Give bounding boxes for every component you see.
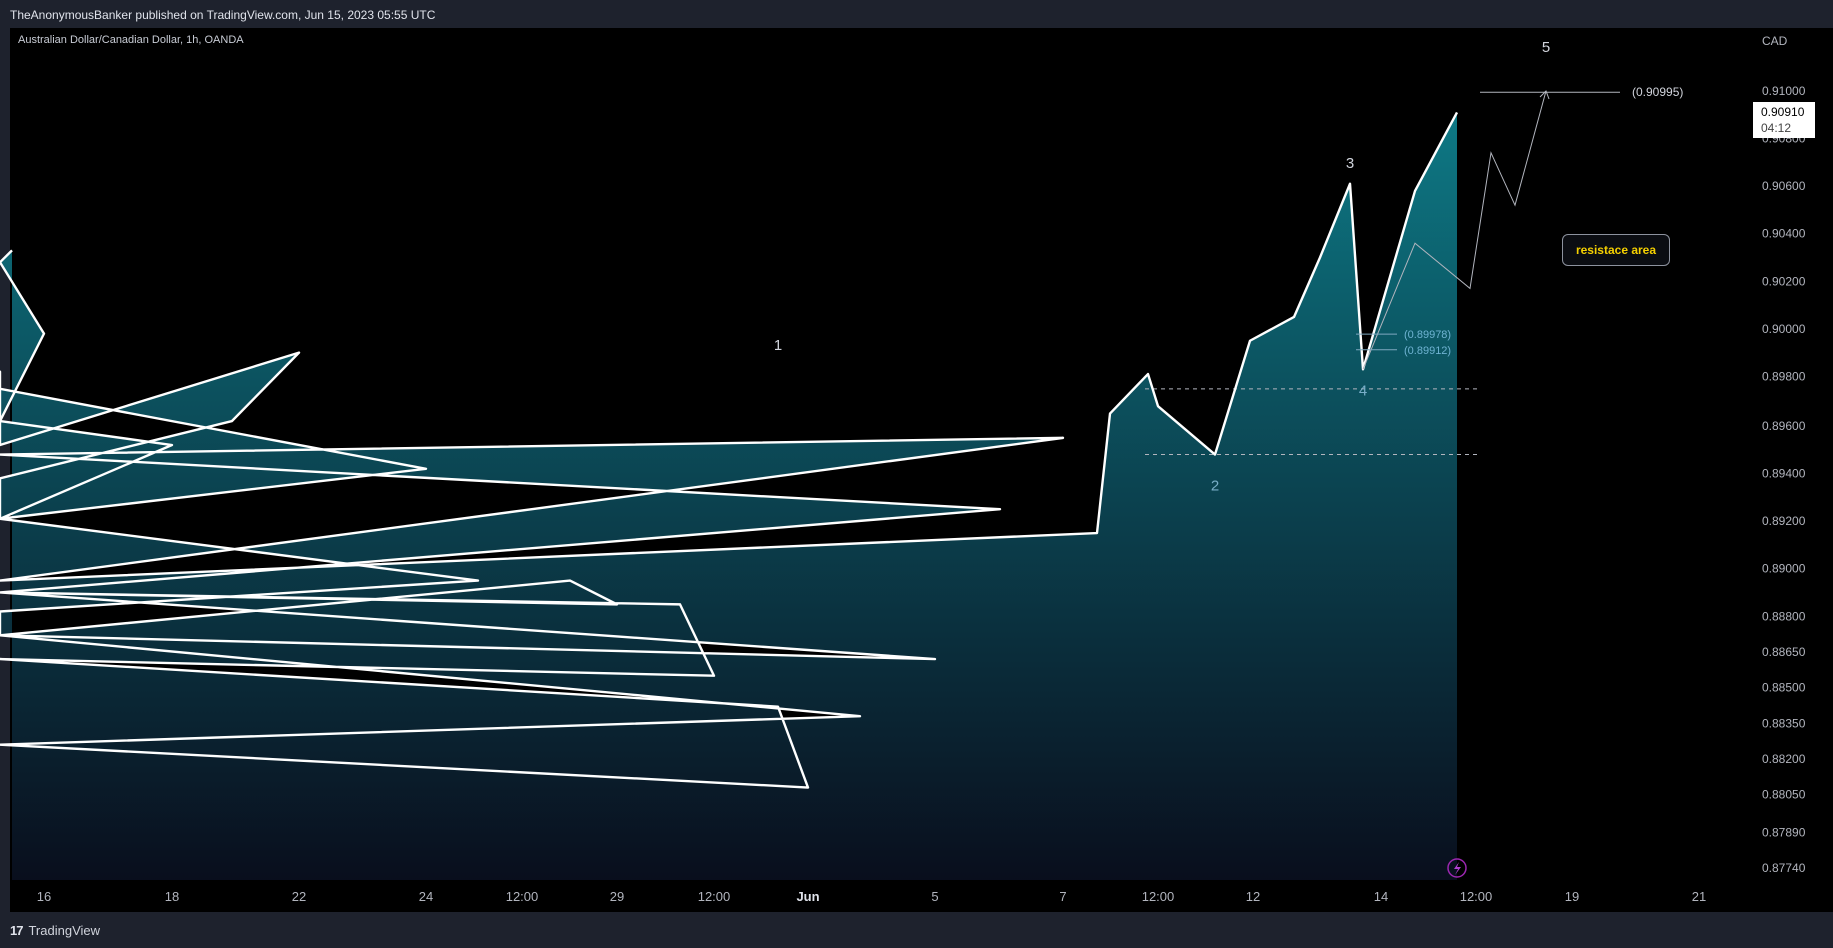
x-tick-label: 21 <box>1692 889 1706 904</box>
event-marker-icon[interactable] <box>1447 858 1467 878</box>
wave-label-3: 3 <box>1346 155 1354 172</box>
top-bar: TheAnonymousBanker published on TradingV… <box>0 0 1833 28</box>
wave-label-4: 4 <box>1359 382 1367 399</box>
published-info: TheAnonymousBanker published on TradingV… <box>10 8 436 22</box>
y-tick-label: 0.90200 <box>1762 274 1806 288</box>
x-tick-label: 22 <box>292 889 306 904</box>
y-tick-label: 0.90600 <box>1762 179 1806 193</box>
y-tick-label: 0.91000 <box>1762 84 1806 98</box>
price-area-fill <box>0 112 1457 880</box>
x-tick-label: Jun <box>796 889 819 904</box>
symbol-title: Australian Dollar/Canadian Dollar, 1h, O… <box>18 34 244 46</box>
x-tick-label: 12:00 <box>1142 889 1175 904</box>
y-tick-label: 0.88350 <box>1762 716 1806 730</box>
x-tick-label: 19 <box>1565 889 1579 904</box>
brand-name: TradingView <box>28 923 101 938</box>
y-tick-label: 0.90000 <box>1762 322 1806 336</box>
wave-label-1: 1 <box>774 337 782 354</box>
y-tick-label: 0.89800 <box>1762 369 1806 383</box>
retrace-label-1: (0.89978) <box>1404 329 1451 341</box>
last-price-value: 0.90910 <box>1761 105 1805 119</box>
x-tick-label: 16 <box>37 889 51 904</box>
x-tick-label: 5 <box>931 889 938 904</box>
y-tick-label: 0.89200 <box>1762 514 1806 528</box>
x-tick-label: 7 <box>1059 889 1066 904</box>
target-label: (0.90995) <box>1632 85 1683 99</box>
y-tick-label: 0.87890 <box>1762 825 1806 839</box>
y-tick-label: 0.89000 <box>1762 562 1806 576</box>
resistance-callout[interactable]: resistace area <box>1562 234 1670 266</box>
price-line[interactable] <box>0 111 1459 789</box>
x-tick-label: 12:00 <box>506 889 539 904</box>
x-tick-label: 18 <box>165 889 179 904</box>
y-tick-label: 0.88650 <box>1762 645 1806 659</box>
x-tick-label: 29 <box>610 889 624 904</box>
bottom-bar: 17 TradingView <box>0 912 1833 948</box>
wave-label-5: 5 <box>1542 39 1550 56</box>
x-tick-label: 12:00 <box>698 889 731 904</box>
bar-countdown: 04:12 <box>1761 121 1792 135</box>
y-tick-label: 0.90400 <box>1762 227 1806 241</box>
lightning-icon <box>1454 862 1461 875</box>
y-tick-label: 0.88800 <box>1762 609 1806 623</box>
x-tick-label: 24 <box>419 889 433 904</box>
y-tick-label: 0.87740 <box>1762 861 1806 875</box>
retrace-label-2: (0.89912) <box>1404 345 1451 357</box>
projection-path[interactable] <box>1362 90 1547 370</box>
projection-arrow-icon <box>1539 90 1550 100</box>
currency-label: CAD <box>1762 34 1788 48</box>
y-tick-label: 0.88050 <box>1762 788 1806 802</box>
y-tick-label: 0.89600 <box>1762 419 1806 433</box>
tradingview-logo-icon: 17 <box>10 923 24 938</box>
tradingview-brand[interactable]: 17 TradingView <box>10 923 100 938</box>
wave-label-2: 2 <box>1211 477 1219 494</box>
y-tick-label: 0.88200 <box>1762 752 1806 766</box>
y-tick-label: 0.88500 <box>1762 681 1806 695</box>
y-tick-label: 0.89400 <box>1762 467 1806 481</box>
last-price-label: 0.90910 04:12 <box>1753 102 1815 138</box>
x-tick-label: 12 <box>1246 889 1260 904</box>
x-tick-label: 12:00 <box>1460 889 1493 904</box>
x-tick-label: 14 <box>1374 889 1388 904</box>
